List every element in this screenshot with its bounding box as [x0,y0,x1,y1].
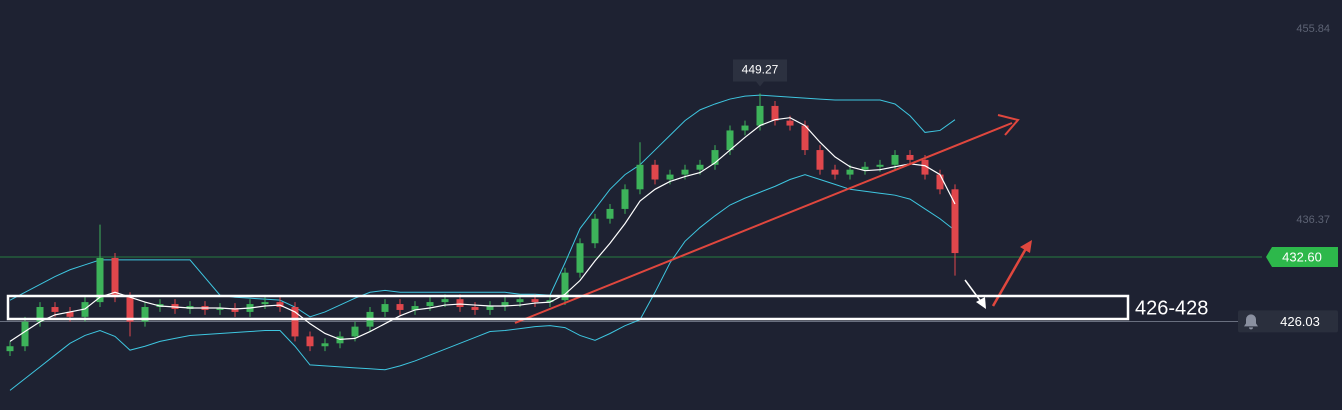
candle-body [696,164,704,170]
y-tick-label: 455.84 [1296,23,1330,35]
overlay: 455.84 436.37 432.60 426.03 449.27 [733,23,1338,333]
candle-body [906,154,914,160]
candle-body [651,164,659,180]
high-tooltip-label: 449.27 [742,63,779,77]
candle-body [501,302,509,307]
candle-body [36,307,44,322]
candle-body [486,306,494,310]
candle-body [606,208,614,219]
price-tag-label: 426.03 [1280,314,1320,329]
candle-body [66,311,74,317]
candle-body [426,302,434,307]
candle-body [921,159,929,175]
candle-body [6,346,14,352]
candle-body [111,257,119,298]
candle-body [306,336,314,347]
candle-body [666,174,674,180]
candle-body [411,306,419,310]
rebound-arrow-head [1020,240,1032,253]
candle-body [261,302,269,305]
candle-body [876,164,884,167]
candle-body [756,105,764,126]
candle-body [351,326,359,337]
candle-body [51,307,59,312]
high-tooltip [733,59,787,87]
candle-body [576,243,584,273]
candle-body [831,169,839,175]
candle-body [441,299,449,303]
candle-body [591,218,599,244]
ma-line [9,117,956,342]
candle-body [726,130,734,151]
price-tag [1266,246,1338,267]
down-arrow-head [976,297,986,309]
candle-body [861,166,869,170]
candle-body [711,150,719,165]
candle-body [126,297,134,322]
candle-body [846,169,854,175]
candle-body [786,120,794,126]
candle-body [561,272,569,301]
candle-body [396,304,404,310]
candle-body [816,150,824,170]
candle-body [546,300,554,303]
candle-body [96,257,104,303]
candle-body [381,304,389,312]
candle-body [636,164,644,190]
alert-bell [1244,314,1258,330]
candle-body [801,125,809,151]
candle-body [741,125,749,131]
candle-body [681,169,689,175]
support-zone-label: 426-428 [1135,297,1208,319]
plot [0,93,1262,391]
candle-body [216,307,224,310]
candle-body [936,174,944,190]
price-tag-label: 432.60 [1282,249,1322,264]
y-tick-label: 436.37 [1296,214,1330,226]
candle-body [891,154,899,165]
candle-body [951,189,959,254]
price-tag [1238,310,1338,333]
trend-arrow-head [997,114,1020,136]
candle-body [456,299,464,308]
candle-body [531,299,539,303]
lower-line [9,174,956,391]
candle-body [231,307,239,312]
support-zone [6,294,1130,321]
candle-body [141,307,149,322]
candle-body [516,299,524,303]
trend-line [514,122,1013,324]
candle-body [291,307,299,337]
candle-body [471,307,479,310]
upper-line [9,94,956,318]
candle-body [21,321,29,347]
down-arrow [964,279,983,304]
candle-body [621,189,629,209]
candle-body [321,343,329,347]
candle-body [771,105,779,121]
